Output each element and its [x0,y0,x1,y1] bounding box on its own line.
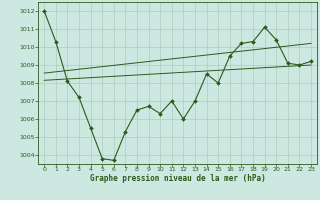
X-axis label: Graphe pression niveau de la mer (hPa): Graphe pression niveau de la mer (hPa) [90,174,266,183]
